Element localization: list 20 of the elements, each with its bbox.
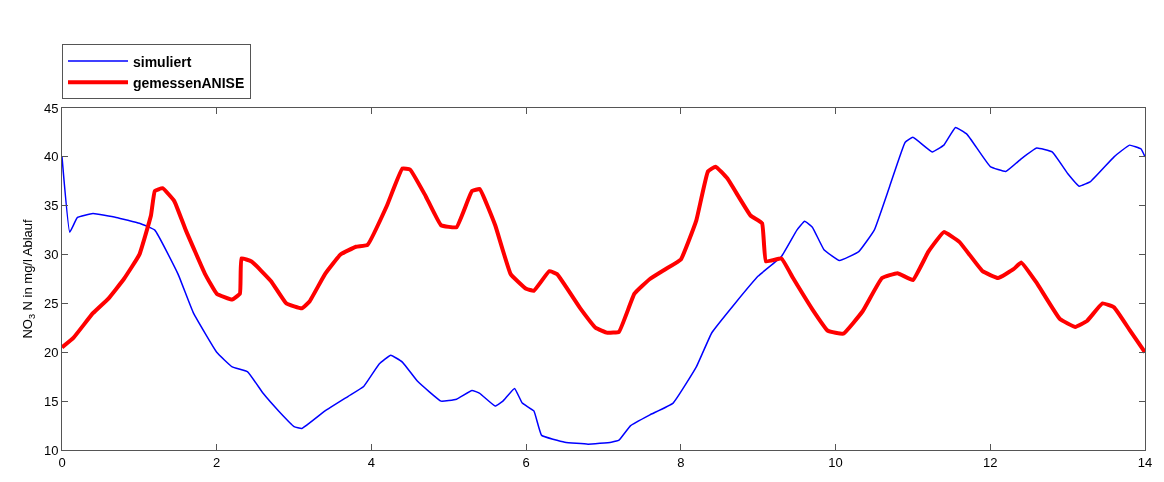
x-tick-label: 12 [983, 454, 998, 470]
legend-label: simuliert [133, 53, 192, 70]
line-series [62, 164, 1145, 355]
x-tick-label: 0 [58, 454, 66, 470]
x-tick-label: 8 [677, 454, 685, 470]
y-tick-label: 15 [43, 393, 59, 409]
y-tick-label: 35 [43, 198, 59, 214]
y-tick-label: 40 [43, 149, 59, 165]
line-series [62, 126, 1145, 445]
legend-label: gemessenANISE [133, 74, 245, 91]
x-tick-label: 2 [213, 454, 221, 470]
x-tick-label: 4 [367, 454, 376, 470]
y-tick-label: 10 [43, 442, 59, 458]
x-tick-label: 14 [1137, 454, 1153, 470]
x-tick-label: 10 [828, 454, 843, 470]
y-tick-label: 30 [43, 247, 59, 263]
x-tick-label: 6 [522, 454, 530, 470]
y-tick-label: 25 [43, 295, 59, 311]
y-tick-label: 45 [43, 100, 59, 116]
y-tick-label: 20 [43, 344, 59, 360]
